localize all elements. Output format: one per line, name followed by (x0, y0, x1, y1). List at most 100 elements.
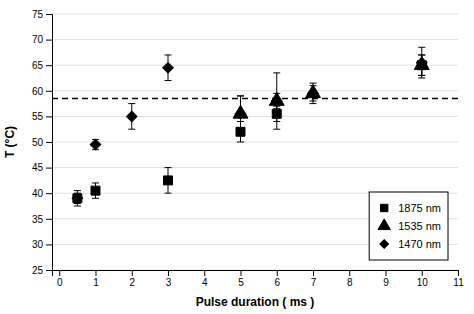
x-tick-label: 9 (383, 277, 389, 288)
grid-line (52, 65, 458, 66)
x-tick-label: 1 (93, 277, 99, 288)
y-axis: 25 30 35 40 45 50 55 60 65 70 75 (32, 9, 53, 276)
y-tick-mark (46, 14, 52, 15)
x-tick-label: 7 (311, 277, 317, 288)
y-axis-line (46, 15, 53, 271)
point (72, 193, 83, 204)
y-tick-mark (46, 142, 52, 143)
y-tick-label: 65 (32, 60, 44, 71)
x-tick-label: 10 (417, 277, 429, 288)
x-tick-mark (241, 270, 242, 276)
x-tick-mark (386, 270, 387, 276)
y-tick-mark (46, 65, 52, 66)
x-axis: 0 1 2 3 4 5 6 7 8 9 10 11 (53, 270, 465, 288)
y-tick: 60 (32, 86, 52, 97)
grid (52, 14, 458, 270)
x-tick: 9 (383, 270, 389, 288)
point (164, 176, 173, 185)
y-tick: 45 (32, 162, 52, 173)
x-tick-label: 3 (166, 277, 172, 288)
y-tick-mark (46, 270, 52, 271)
x-tick-mark (349, 270, 350, 276)
grid-line (52, 116, 458, 117)
grid-line (52, 14, 458, 15)
y-tick-label: 40 (32, 188, 44, 199)
series (233, 55, 429, 132)
grid-line (52, 39, 458, 40)
x-tick: 1 (93, 270, 99, 288)
legend-symbol (378, 219, 390, 230)
point (414, 57, 429, 70)
point (90, 139, 101, 150)
x-tick-label: 8 (347, 277, 353, 288)
plot-area: 0123456789101125303540455055606570751875… (32, 9, 464, 288)
x-tick: 11 (453, 270, 464, 288)
x-tick-label: 11 (453, 277, 464, 288)
legend-box (369, 192, 448, 260)
reference-line (52, 98, 458, 100)
x-tick-label: 2 (129, 277, 135, 288)
y-tick-label: 25 (32, 265, 44, 276)
x-tick: 6 (274, 270, 280, 288)
x-tick: 10 (417, 270, 429, 288)
grid-line (52, 90, 458, 91)
y-tick: 65 (32, 60, 52, 71)
y-tick-mark (46, 219, 52, 220)
x-tick-mark (458, 270, 459, 276)
legend-symbol (380, 204, 387, 211)
y-tick: 75 (32, 9, 52, 20)
x-axis-line (53, 271, 459, 277)
x-tick-mark (277, 270, 278, 276)
y-axis-title: T (°C) (3, 126, 17, 158)
point (73, 194, 82, 203)
x-tick-mark (132, 270, 133, 276)
x-tick-mark (422, 270, 423, 276)
y-tick: 30 (32, 239, 52, 250)
y-tick: 25 (32, 265, 52, 276)
x-tick-label: 0 (57, 277, 63, 288)
y-tick-label: 70 (32, 34, 44, 45)
legend-label: 1875 nm (398, 202, 441, 214)
y-tick-label: 55 (32, 111, 44, 122)
chart-container: 0123456789101125303540455055606570751875… (0, 0, 474, 314)
data-layer (52, 47, 458, 206)
point (416, 57, 427, 68)
series (73, 55, 426, 206)
point (163, 62, 174, 73)
x-tick-mark (204, 270, 205, 276)
x-tick-mark (96, 270, 97, 276)
x-tick: 7 (311, 270, 317, 288)
point (126, 111, 137, 122)
x-tick-label: 6 (274, 277, 280, 288)
y-tick: 55 (32, 111, 52, 122)
legend-symbol (380, 240, 389, 249)
y-tick-label: 35 (32, 214, 44, 225)
grid-line (52, 142, 458, 143)
y-tick-mark (46, 91, 52, 92)
x-tick-mark (313, 270, 314, 276)
x-tick-label: 4 (202, 277, 208, 288)
y-tick-label: 30 (32, 239, 44, 250)
point (235, 109, 246, 120)
y-tick-label: 60 (32, 86, 44, 97)
x-tick: 4 (202, 270, 208, 288)
y-tick-mark (46, 193, 52, 194)
x-tick: 5 (238, 270, 244, 288)
x-tick: 2 (129, 270, 135, 288)
legend: 1875 nm1535 nm1470 nm (369, 192, 448, 260)
y-tick: 50 (32, 137, 52, 148)
x-tick-mark (59, 270, 60, 276)
chart-svg: 0123456789101125303540455055606570751875… (0, 0, 474, 314)
y-tick-mark (46, 116, 52, 117)
point (91, 186, 100, 195)
x-tick: 0 (57, 270, 63, 288)
y-tick-mark (46, 40, 52, 41)
point (308, 88, 319, 99)
y-tick: 35 (32, 214, 52, 225)
legend-label: 1470 nm (398, 238, 441, 250)
y-tick-mark (46, 168, 52, 169)
x-tick-label: 5 (238, 277, 244, 288)
x-tick-mark (168, 270, 169, 276)
x-axis-title: Pulse duration ( ms ) (196, 295, 315, 309)
x-tick: 3 (166, 270, 172, 288)
